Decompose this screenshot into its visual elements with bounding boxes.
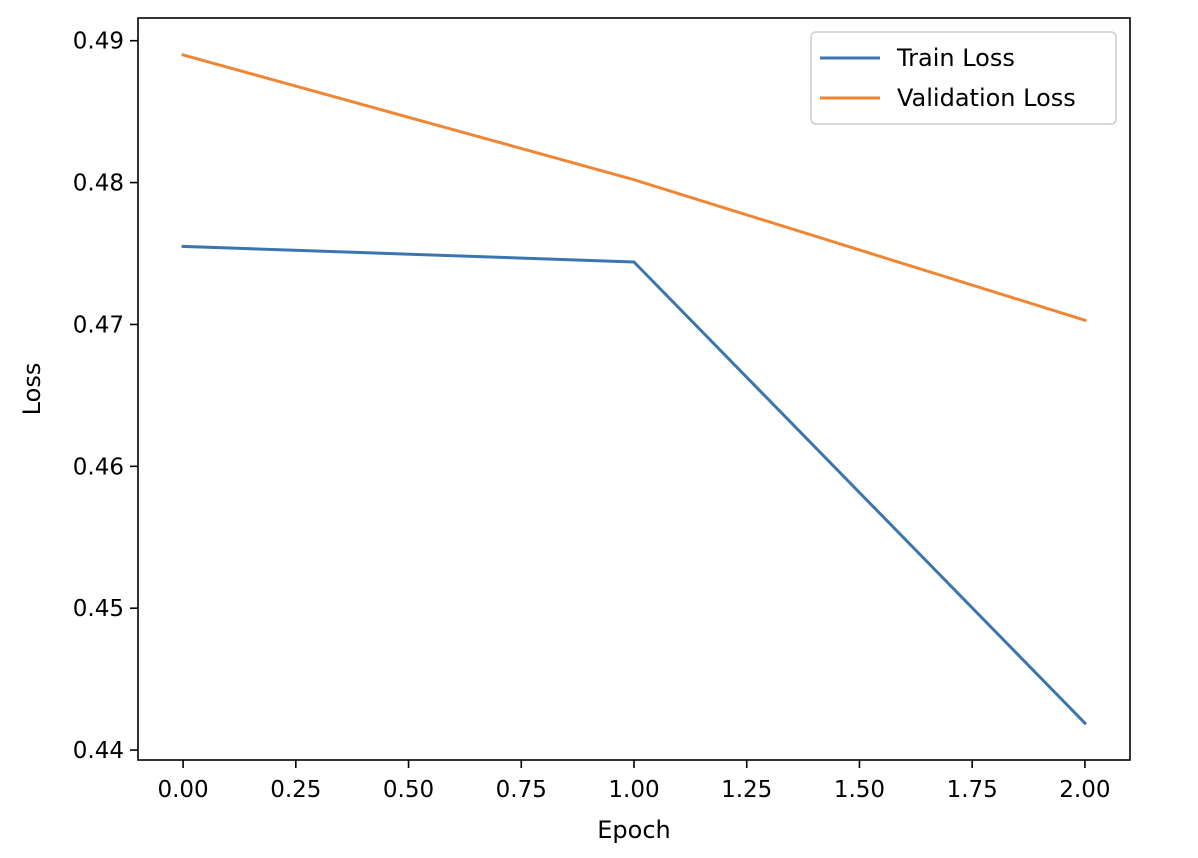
x-tick-label: 0.75: [496, 777, 547, 803]
y-tick-label: 0.45: [73, 596, 124, 622]
x-tick-label: 0.50: [383, 777, 434, 803]
series-line-train-loss: [181, 244, 1088, 726]
y-tick-label: 0.46: [73, 454, 124, 480]
y-tick-label: 0.48: [73, 171, 124, 197]
y-tick-label: 0.49: [73, 29, 124, 55]
legend: Train Loss Validation Loss: [810, 31, 1117, 125]
plot-area: [138, 18, 1130, 760]
series-line-validation-loss: [181, 53, 1087, 323]
legend-label: Train Loss: [896, 44, 1015, 72]
y-axis: 0.44 0.45 0.46 0.47 0.48 0.49: [73, 29, 138, 764]
x-tick-label: 1.50: [834, 777, 885, 803]
legend-box: [810, 31, 1117, 125]
x-axis: 0.00 0.25 0.50 0.75 1.00 1.25 1.50 1.75 2.00: [157, 760, 1111, 803]
x-tick-label: 1.00: [608, 777, 659, 803]
x-tick-label: 0.00: [157, 777, 208, 803]
x-tick-label: 0.25: [270, 777, 321, 803]
series-layer: [181, 53, 1088, 726]
x-axis-label: Epoch: [597, 816, 671, 844]
y-axis-label: Loss: [18, 363, 46, 416]
x-tick-label: 2.00: [1059, 777, 1110, 803]
x-tick-label: 1.25: [721, 777, 772, 803]
y-tick-label: 0.47: [73, 312, 124, 338]
legend-label: Validation Loss: [897, 84, 1076, 112]
x-tick-label: 1.75: [947, 777, 998, 803]
y-tick-label: 0.44: [73, 738, 124, 764]
